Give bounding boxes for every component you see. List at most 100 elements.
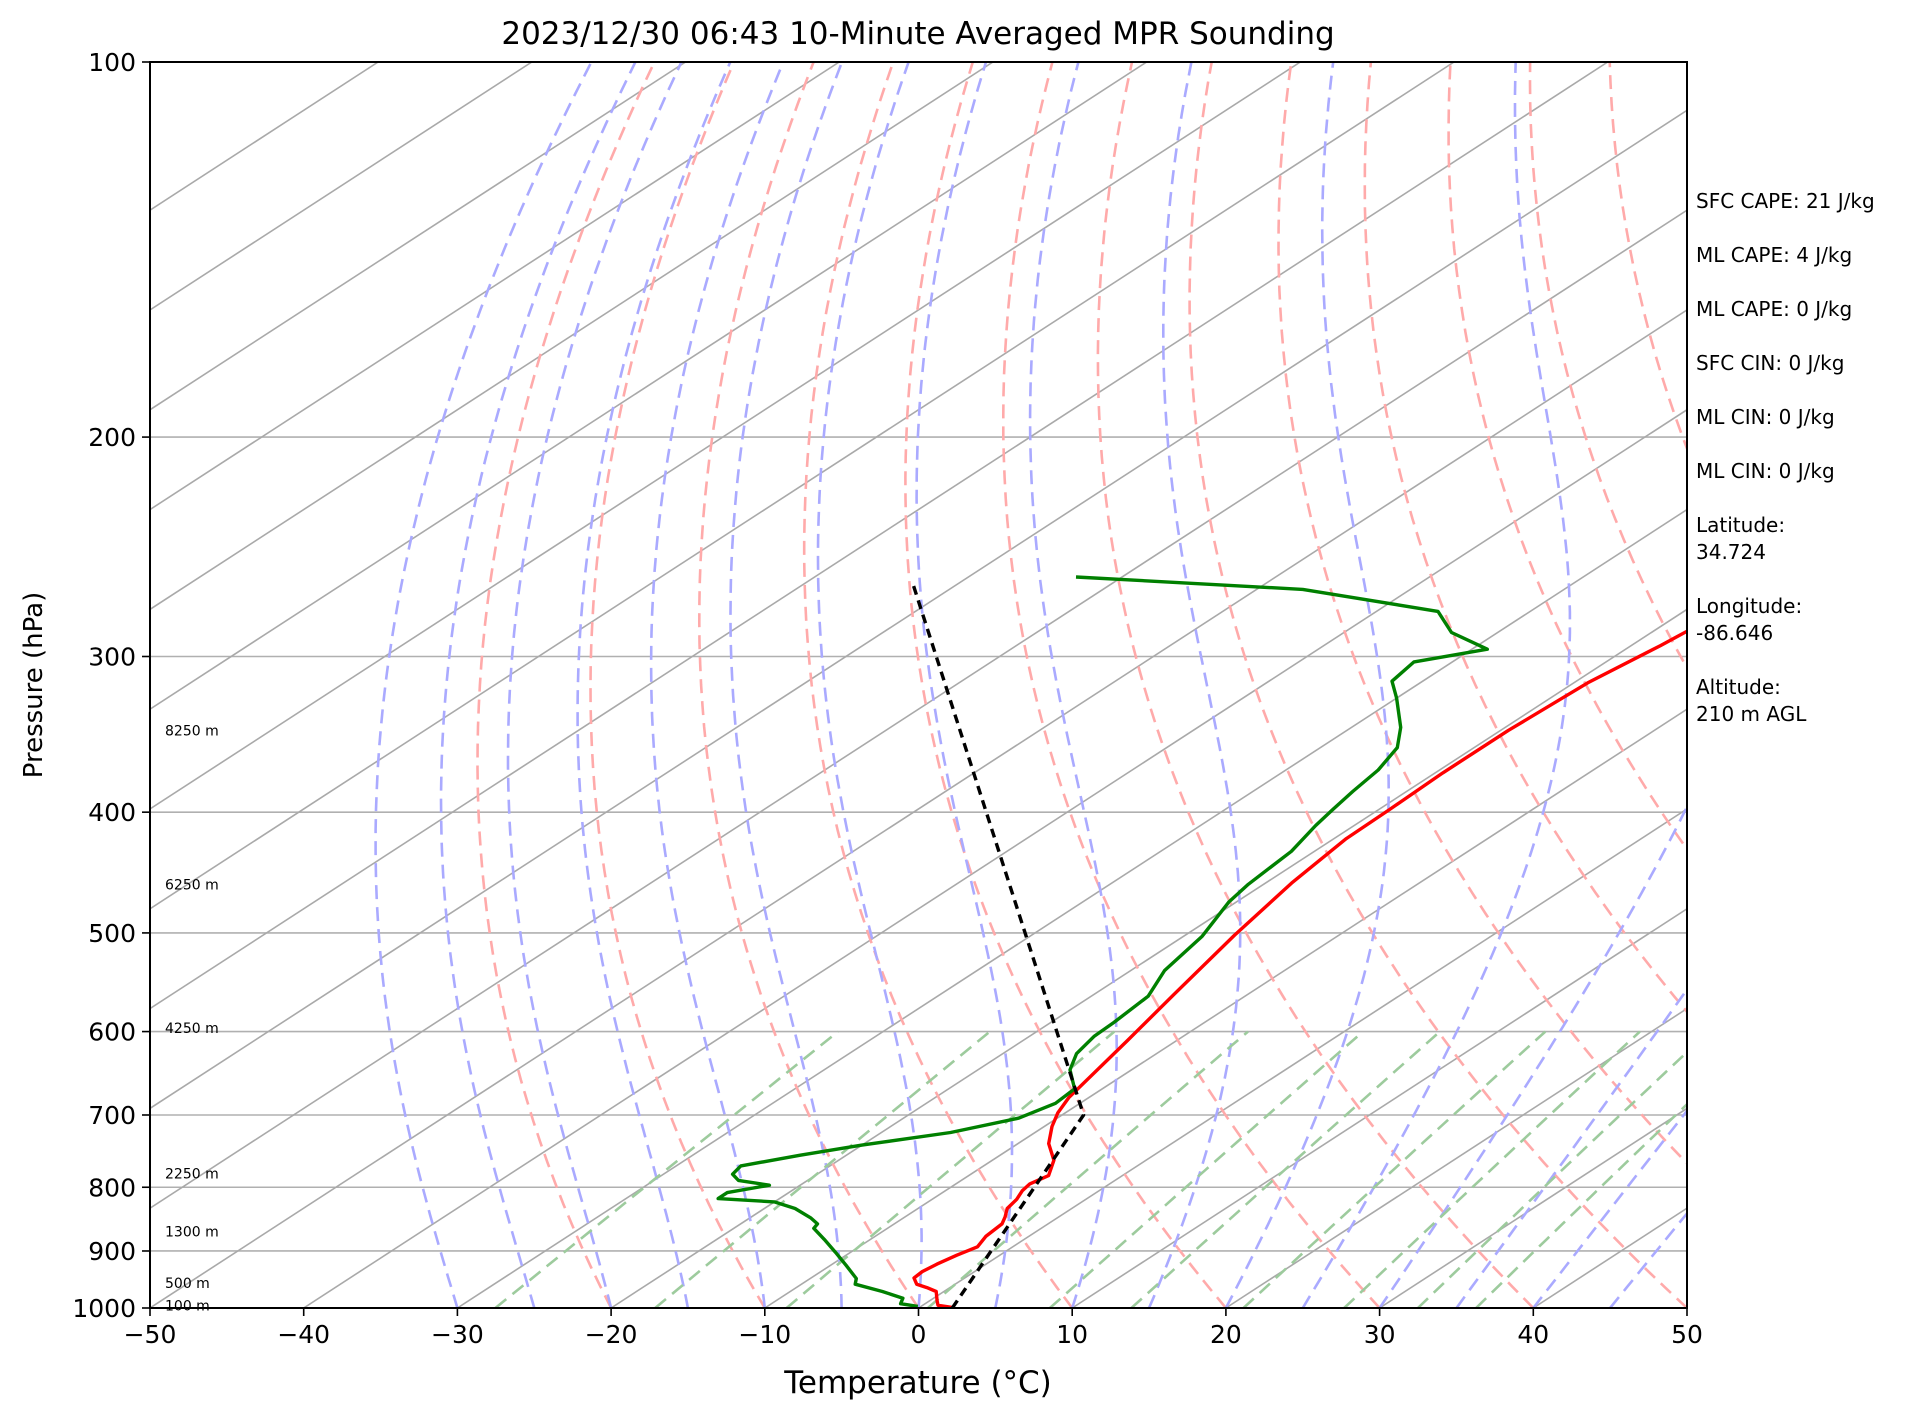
y-tick-label: 1000	[72, 1294, 136, 1323]
parcel-profile-line	[911, 582, 1086, 1308]
isotherm-line	[456, 508, 1687, 1308]
mixing-ratio-line	[1416, 1050, 1687, 1308]
mixing-ratio-line	[1242, 1030, 1547, 1308]
isotherm-line	[150, 62, 994, 611]
dry-adiabat-line	[802, 62, 1074, 1308]
stat-line: ML CAPE: 0 J/kg	[1696, 297, 1853, 321]
temperature-profile-line	[912, 629, 1687, 1308]
isotherm-line	[150, 62, 1609, 1010]
dry-adiabat-line	[1188, 62, 1687, 1308]
x-tick-label: 10	[1056, 1320, 1088, 1349]
height-label: 2250 m	[165, 1167, 219, 1183]
isotherm-line	[150, 62, 1148, 711]
moist-adiabat-line	[1147, 62, 1242, 1308]
stat-line: ML CIN: 0 J/kg	[1696, 405, 1835, 429]
stat-line: SFC CIN: 0 J/kg	[1696, 351, 1845, 375]
moist-adiabat-line	[1028, 62, 1119, 1308]
mixing-ratio-line	[654, 1030, 991, 1308]
y-tick-label: 500	[88, 919, 136, 948]
x-tick-label: 40	[1517, 1320, 1549, 1349]
isotherm-line	[150, 308, 1687, 1308]
x-tick-label: 30	[1364, 1320, 1396, 1349]
isotherm-line	[1225, 1007, 1687, 1308]
isotherm-line	[150, 62, 840, 511]
y-tick-label: 900	[88, 1237, 136, 1266]
stat-line: Latitude: 34.724	[1696, 513, 1786, 564]
x-tick-label: 20	[1210, 1320, 1242, 1349]
mixing-ratio-line	[785, 1030, 1116, 1308]
x-tick-label: −20	[585, 1320, 638, 1349]
y-tick-label: 300	[88, 642, 136, 671]
y-tick-label: 700	[88, 1101, 136, 1130]
moist-adiabat-line	[374, 62, 593, 1308]
y-axis-label: Pressure (hPa)	[19, 592, 49, 779]
isotherm-line	[150, 62, 1301, 810]
isotherm-line	[1071, 907, 1687, 1308]
dry-adiabat-line	[904, 62, 1227, 1308]
stat-line: SFC CAPE: 21 J/kg	[1696, 189, 1875, 213]
isotherm-line	[764, 708, 1687, 1308]
y-tick-label: 200	[88, 423, 136, 452]
x-tick-label: 0	[911, 1320, 927, 1349]
moist-adiabat-line	[1301, 62, 1572, 1308]
height-labels: 8250 m 6250 m 4250 m 2250 m 1300 m 500 m 100 m	[165, 724, 219, 1315]
mixing-ratio-line	[1475, 1102, 1687, 1308]
height-label: 6250 m	[165, 877, 219, 893]
axes: −50 −40 −30 −20 −10 0 10 20 30 40 50 100 200 300 400 50…	[72, 48, 1703, 1349]
dewpoint-profile-line	[716, 575, 1490, 1308]
moist-adiabat-line	[729, 62, 844, 1308]
plot-frame	[149, 61, 1688, 1309]
x-tick-label: −50	[124, 1320, 177, 1349]
height-label: 1300 m	[165, 1224, 219, 1240]
dry-adiabat-line	[476, 62, 656, 1308]
y-tick-label: 100	[88, 48, 136, 77]
stats-panel: SFC CAPE: 21 J/kg ML CAPE: 4 J/kg ML CAPE:…	[1696, 188, 1901, 755]
x-tick-label: −30	[431, 1320, 484, 1349]
stat-line: Altitude: 210 m AGL	[1696, 675, 1807, 726]
moist-adiabat-line	[506, 62, 683, 1308]
mixing-ratio-line	[1049, 1030, 1364, 1308]
height-label: 500 m	[165, 1276, 210, 1292]
dry-adiabat-line	[1277, 62, 1687, 1166]
y-tick-label: 600	[88, 1018, 136, 1047]
moist-adiabat-line	[439, 62, 637, 1308]
x-tick-label: 50	[1671, 1320, 1703, 1349]
moist-adiabat-line	[576, 62, 732, 1308]
isotherm-line	[150, 109, 1687, 1110]
isotherm-line	[150, 62, 533, 311]
dry-adiabat-line	[697, 62, 920, 1308]
mixing-ratio-line	[1130, 1030, 1441, 1308]
moist-adiabat-line	[915, 62, 1014, 1308]
chart-title: 2023/12/30 06:43 10-Minute Averaged MPR …	[501, 16, 1334, 52]
isotherm-line	[303, 408, 1687, 1308]
y-tick-label: 800	[88, 1173, 136, 1202]
stat-line: Longitude: -86.646	[1696, 594, 1803, 645]
dry-adiabat-line	[589, 62, 766, 1308]
height-label: 4250 m	[165, 1021, 219, 1037]
sounding-series	[716, 575, 1687, 1308]
dry-adiabat-line	[1001, 62, 1381, 1308]
height-label: 8250 m	[165, 724, 219, 740]
isotherm-line	[150, 62, 379, 212]
height-label: 100 m	[165, 1298, 210, 1314]
moist-adiabat-line	[1378, 803, 1687, 1308]
mixing-ratio-line	[494, 1030, 839, 1308]
x-tick-label: −40	[277, 1320, 330, 1349]
background-lines	[150, 62, 1687, 1308]
isotherm-line	[150, 62, 686, 411]
isotherm-line	[150, 62, 1455, 910]
mixing-ratio-line	[927, 1030, 1249, 1308]
mixing-ratio-line	[1343, 1030, 1641, 1308]
isotherm-line	[918, 808, 1687, 1308]
x-axis-label: Temperature (°C)	[783, 1365, 1052, 1401]
dry-adiabat-line	[1096, 62, 1535, 1308]
x-tick-label: −10	[738, 1320, 791, 1349]
isotherm-line	[150, 209, 1687, 1210]
moist-adiabat-line	[816, 62, 923, 1308]
stat-line: ML CIN: 0 J/kg	[1696, 459, 1835, 483]
y-tick-label: 400	[88, 798, 136, 827]
dry-adiabat-line	[1363, 62, 1687, 1014]
moist-adiabat-line	[1224, 62, 1391, 1308]
moist-adiabat-line	[649, 62, 785, 1308]
